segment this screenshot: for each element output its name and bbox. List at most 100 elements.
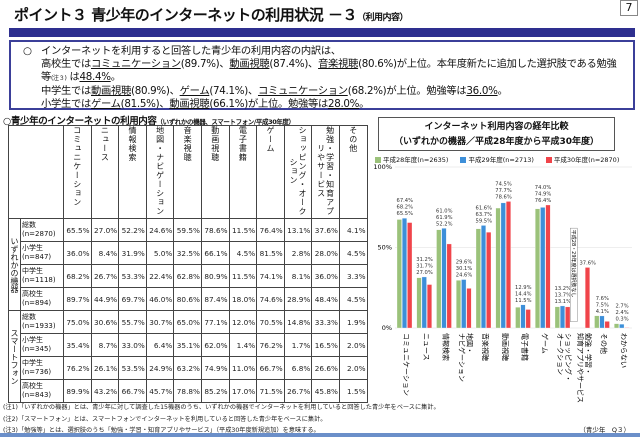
x-tick-label: その他: [600, 333, 609, 354]
y-tick-label: 100%: [373, 163, 392, 171]
bar: [599, 315, 605, 329]
table-cell: 55.7%: [118, 310, 147, 334]
table-cell: 4.5%: [338, 241, 368, 265]
data-label: 0.3%: [615, 317, 628, 323]
column-header: 動画視聴: [200, 125, 230, 219]
bar: [416, 277, 422, 329]
table-cell: 1.7%: [283, 333, 313, 357]
table-cell: 1.4%: [228, 333, 258, 357]
table-cell: 33.0%: [118, 333, 147, 357]
table-cell: 33.3%: [311, 310, 340, 334]
data-label: 27.0%: [416, 270, 433, 276]
chart-title-box: インターネット利用内容の経年比較 （いずれかの機器／平成28年度から平成30年度…: [378, 117, 615, 151]
table-cell: 26.7%: [283, 379, 313, 403]
table-cell: 65.5%: [63, 218, 92, 242]
table-cell: 74.6%: [256, 287, 285, 311]
table-cell: 18.0%: [228, 287, 258, 311]
x-tick-label: 勉強・学習・: [584, 333, 593, 375]
bar: [421, 276, 427, 329]
table-row: 小学生 (n=847) 36.0% 8.4% 31.9% 5.0% 32.5% 66.1% 4.…: [9, 241, 368, 265]
data-label: 24.6%: [456, 273, 473, 279]
row-label: 小学生 (n=345): [20, 333, 64, 357]
data-label: 68.2%: [397, 205, 414, 211]
table-cell: 70.5%: [256, 310, 285, 334]
legend-item: 平成29年度(n=2713): [460, 154, 534, 164]
x-tick-label: 動画視聴: [501, 333, 510, 361]
data-label: 74.0%: [535, 185, 552, 191]
row-label: 中学生 (n=1118): [20, 264, 64, 288]
legend-swatch: [545, 157, 552, 163]
bar: [520, 304, 526, 329]
table-cell: 74.9%: [200, 356, 230, 380]
bar: [396, 219, 402, 329]
summary-intro: インターネットを利用すると回答した青少年の利用内容の内訳は、: [41, 45, 341, 57]
data-label: 76.4%: [535, 198, 552, 204]
table-cell: 8.1%: [283, 264, 313, 288]
x-tick-label: 音楽視聴: [481, 333, 490, 361]
table-cell: 65.0%: [173, 310, 202, 334]
table-cell: 89.9%: [63, 379, 92, 403]
bar: [554, 306, 560, 329]
x-tick-label: ナビゲーション: [457, 333, 466, 382]
table-cell: 32.5%: [173, 241, 202, 265]
x-tick-label: コミュニケーション: [402, 333, 410, 396]
data-label: 52.2%: [436, 221, 453, 227]
data-label: 29.6%: [456, 260, 473, 266]
x-tick-label: ゲーム: [540, 333, 549, 354]
bar: [441, 228, 447, 329]
data-label: 30.1%: [456, 266, 473, 272]
data-label: 61.0%: [436, 208, 453, 214]
data-label: 2.4%: [615, 310, 628, 316]
trend-bar-chart: 0% 50% 100% 67.4%68.2%65.5% コミュニケーション 31.2%31…: [373, 163, 632, 403]
table-cell: 44.9%: [90, 287, 120, 311]
table-cell: 75.0%: [63, 310, 92, 334]
bar: [515, 307, 521, 329]
x-tick-label: 地図・: [465, 333, 474, 354]
table-cell: 1.5%: [338, 379, 368, 403]
table-cell: 17.0%: [228, 379, 258, 403]
table-cell: 89.7%: [63, 287, 92, 311]
y-tick-label: 0%: [382, 324, 392, 332]
table-cell: 68.2%: [63, 264, 92, 288]
usage-table: コミュニケーション ニュース 情報検索 地図・ナビゲーション 音楽視聴 動画視聴 電子書籍ゲ…: [8, 125, 368, 403]
group-label: いずれかの機器: [8, 218, 21, 311]
table-cell: 28.9%: [283, 287, 313, 311]
x-tick-label: 情報検索: [442, 333, 451, 361]
bar: [475, 228, 481, 329]
y-tick-label: 50%: [378, 244, 392, 252]
data-label: 63.7%: [476, 212, 493, 218]
summary-box: ○ インターネットを利用すると回答した青少年の利用内容の内訳は、 高校生ではコミ…: [9, 40, 635, 110]
annotation-box: [570, 227, 578, 322]
table-cell: 66.7%: [118, 379, 147, 403]
bar: [402, 218, 407, 329]
summary-middle-school: 中学生では動画視聴(80.9%)、ゲーム(74.1%)、コミュニケーション(68…: [41, 85, 508, 97]
bar: [466, 288, 472, 329]
data-label: 7.6%: [596, 296, 609, 302]
table-cell: 26.1%: [90, 356, 120, 380]
data-label: 77.7%: [495, 188, 512, 194]
column-header: ショッピング・オークション: [283, 125, 313, 219]
bar: [565, 306, 571, 329]
table-row: 高校生 (n=843) 89.9% 43.2% 66.7% 45.7% 78.8% 85.2%…: [9, 379, 368, 403]
legend-label: 平成29年度(n=2713): [468, 156, 534, 164]
bar: [407, 222, 413, 329]
bar: [604, 321, 610, 329]
legend-label: 平成30年度(n=2870): [553, 156, 620, 164]
data-label: 7.5%: [596, 302, 609, 308]
column-header: 情報検索: [118, 125, 147, 219]
bar: [525, 309, 531, 329]
title-divider: [9, 28, 635, 37]
legend-swatch: [375, 157, 381, 163]
table-cell: 69.7%: [118, 287, 147, 311]
table-cell: 53.5%: [118, 356, 147, 380]
row-label: 小学生 (n=847): [20, 241, 64, 265]
page-title: ポイント３ 青少年のインターネットの利用状況 －３（利用内容）: [14, 6, 408, 24]
table-row: 高校生 (n=894) 89.7% 44.9% 69.7% 46.0% 80.6% 87.4%…: [9, 287, 368, 311]
table-row: いずれかの機器 総数 (n=2870) 65.5% 27.0% 52.2% 24.6% 59.…: [8, 218, 368, 311]
bar: [456, 280, 461, 329]
table-cell: 76.4%: [256, 218, 285, 242]
table-cell: 5.0%: [145, 241, 175, 265]
data-label: 67.4%: [397, 198, 414, 204]
table-cell: 43.2%: [90, 379, 120, 403]
table-cell: 8.7%: [90, 333, 120, 357]
